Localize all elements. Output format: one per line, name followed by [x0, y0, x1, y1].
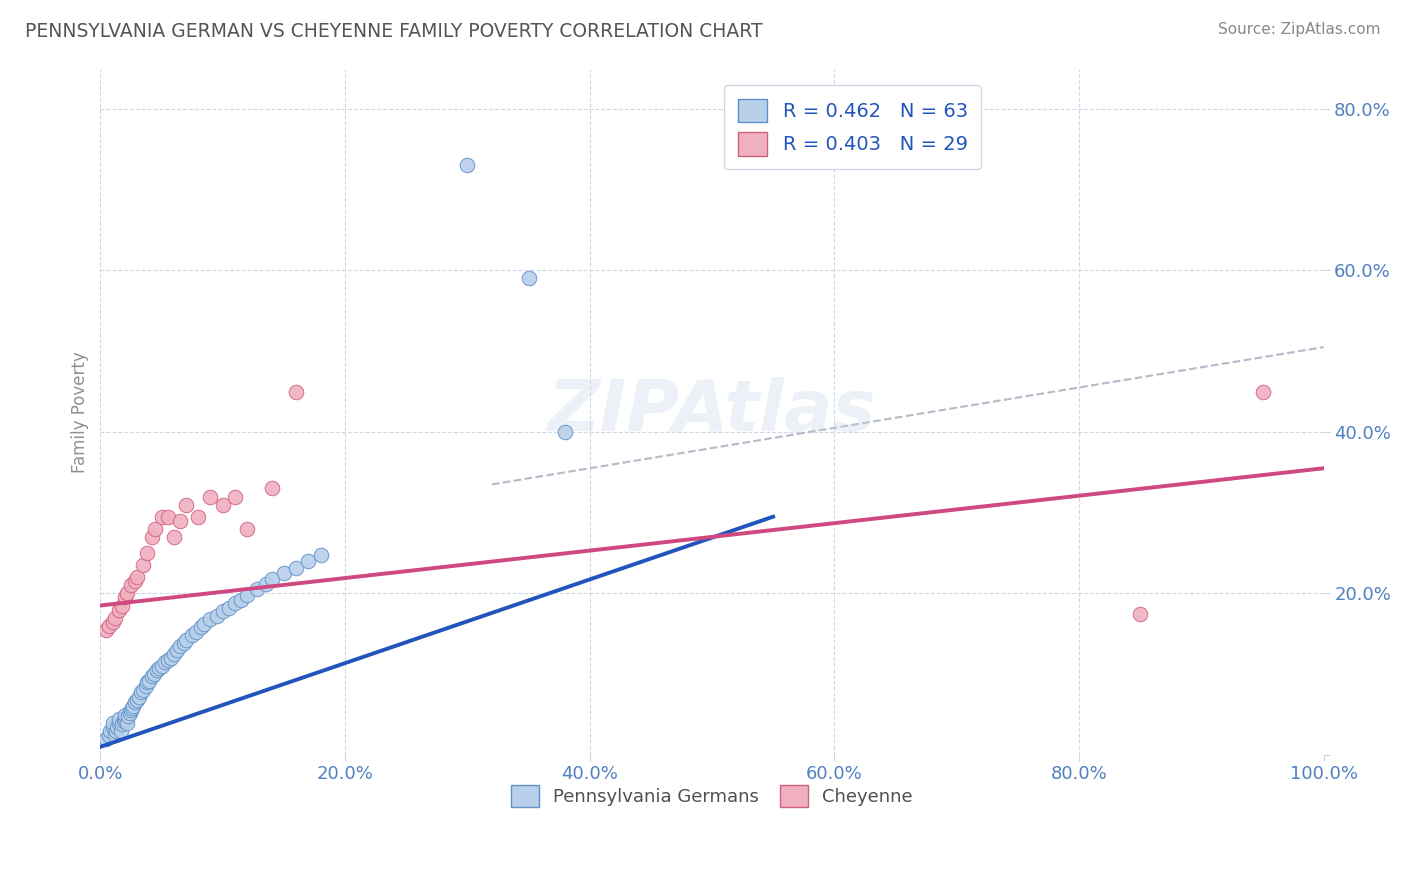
Point [135, 675, 157, 690]
Point [309, 548, 332, 562]
Point [117, 709, 139, 723]
Point [111, 717, 134, 731]
Point [120, 704, 142, 718]
Point [145, 522, 167, 536]
Point [107, 720, 129, 734]
Point [205, 609, 228, 624]
Point [104, 728, 127, 742]
Point [236, 588, 259, 602]
Point [181, 628, 204, 642]
Point [112, 714, 135, 728]
Point [156, 652, 179, 666]
Point [125, 570, 148, 584]
Point [101, 720, 124, 734]
Point [98, 723, 121, 738]
Point [246, 582, 269, 597]
Point [124, 695, 146, 709]
Point [135, 546, 157, 560]
Point [187, 509, 209, 524]
Point [224, 490, 246, 504]
Point [110, 723, 132, 738]
Point [96, 623, 118, 637]
Point [101, 615, 124, 629]
Point [107, 602, 129, 616]
Point [174, 498, 197, 512]
Point [211, 498, 233, 512]
Point [148, 661, 170, 675]
Point [141, 669, 163, 683]
Point [145, 663, 167, 677]
Point [129, 685, 152, 699]
Point [229, 592, 252, 607]
Point [190, 620, 212, 634]
Point [132, 558, 155, 573]
Point [169, 514, 191, 528]
Point [132, 683, 155, 698]
Point [135, 679, 157, 693]
Point [163, 530, 186, 544]
Point [174, 633, 197, 648]
Point [125, 693, 148, 707]
Point [254, 576, 277, 591]
Point [153, 655, 176, 669]
Point [128, 690, 150, 704]
Point [456, 158, 478, 172]
Point [105, 723, 128, 738]
Point [104, 610, 127, 624]
Point [143, 667, 166, 681]
Point [166, 643, 188, 657]
Point [111, 599, 134, 613]
Point [260, 572, 283, 586]
Point [114, 707, 136, 722]
Point [517, 271, 540, 285]
Text: Source: ZipAtlas.com: Source: ZipAtlas.com [1218, 22, 1381, 37]
Point [273, 566, 295, 581]
Point [236, 522, 259, 536]
Point [114, 591, 136, 605]
Point [141, 530, 163, 544]
Point [163, 647, 186, 661]
Point [118, 706, 141, 720]
Point [124, 574, 146, 589]
Point [285, 560, 308, 574]
Legend: Pennsylvania Germans, Cheyenne: Pennsylvania Germans, Cheyenne [505, 778, 920, 814]
Point [224, 596, 246, 610]
Point [260, 482, 283, 496]
Point [117, 586, 139, 600]
Point [120, 578, 142, 592]
Point [193, 617, 215, 632]
Y-axis label: Family Poverty: Family Poverty [72, 351, 89, 473]
Point [156, 509, 179, 524]
Point [200, 612, 222, 626]
Point [138, 673, 160, 688]
Point [184, 625, 207, 640]
Point [97, 728, 120, 742]
Point [150, 659, 173, 673]
Text: PENNSYLVANIA GERMAN VS CHEYENNE FAMILY POVERTY CORRELATION CHART: PENNSYLVANIA GERMAN VS CHEYENNE FAMILY P… [25, 22, 763, 41]
Point [107, 715, 129, 730]
Point [297, 554, 319, 568]
Point [285, 384, 308, 399]
Point [150, 509, 173, 524]
Text: ZIPAtlas: ZIPAtlas [548, 377, 876, 446]
Point [96, 731, 118, 746]
Point [173, 636, 195, 650]
Point [200, 490, 222, 504]
Point [122, 699, 145, 714]
Point [160, 651, 183, 665]
Point [114, 712, 136, 726]
Point [554, 425, 576, 439]
Point [1129, 607, 1152, 621]
Point [117, 715, 139, 730]
Point [107, 712, 129, 726]
Point [169, 639, 191, 653]
Point [218, 601, 240, 615]
Point [121, 701, 143, 715]
Point [101, 715, 124, 730]
Point [1251, 384, 1274, 399]
Point [97, 618, 120, 632]
Point [211, 604, 233, 618]
